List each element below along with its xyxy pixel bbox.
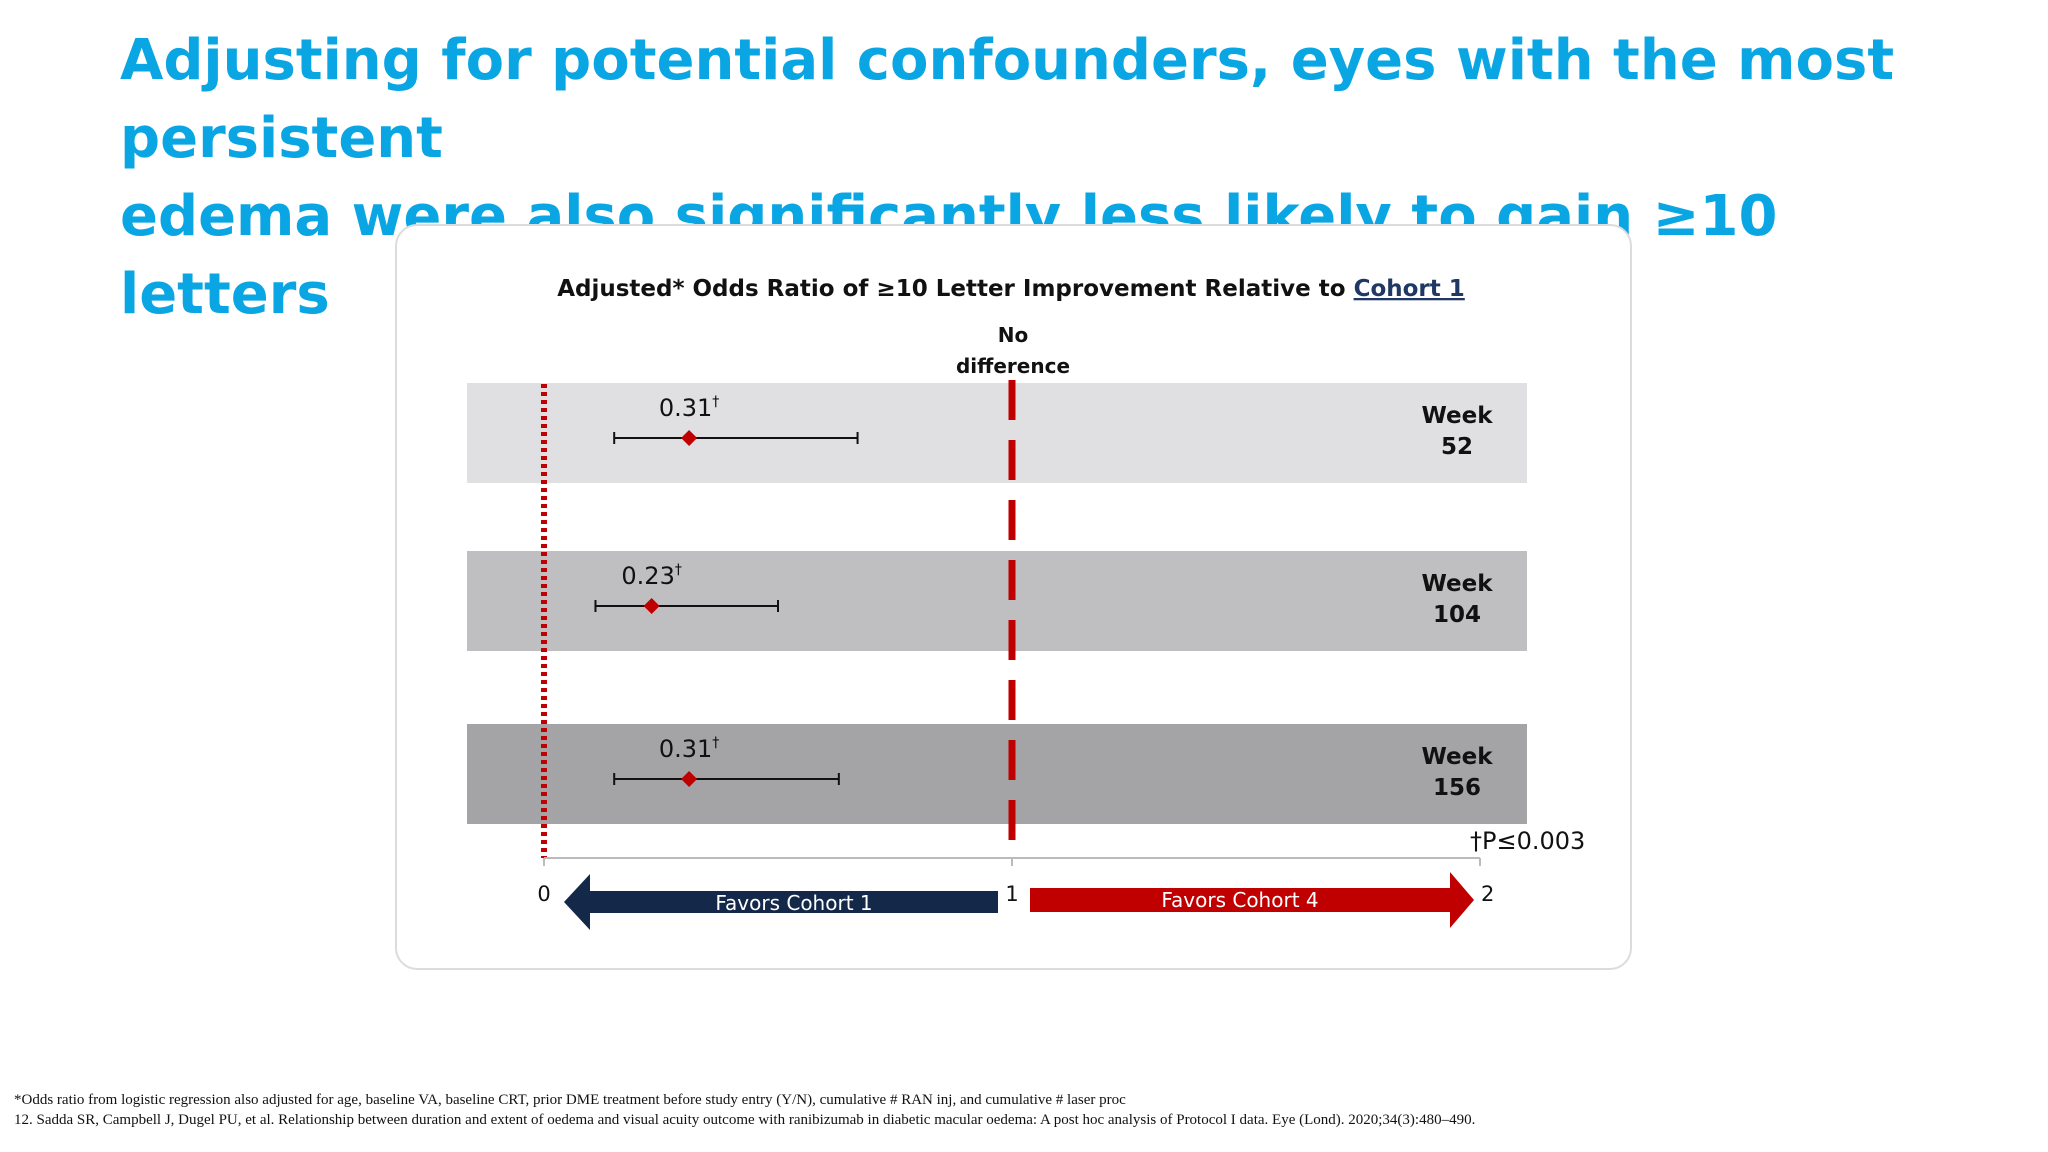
row-label-line1: Week	[1421, 403, 1493, 429]
row-label-line2: 156	[1433, 775, 1481, 801]
point-estimate	[681, 430, 698, 446]
significance-marker: †	[712, 735, 719, 751]
row-label-line2: 52	[1441, 434, 1473, 460]
value-label: 0.31†	[659, 394, 719, 422]
favors-cohort-4-arrow	[1030, 872, 1474, 928]
x-tick-label: 2	[1481, 882, 1494, 906]
row-band	[467, 383, 1527, 483]
no-difference-label-line1: No	[998, 323, 1028, 347]
chart-title: Adjusted* Odds Ratio of ≥10 Letter Impro…	[557, 276, 1465, 302]
significance-marker: †	[712, 394, 719, 410]
no-difference-label-line2: difference	[956, 354, 1070, 378]
significance-marker: †	[675, 562, 682, 578]
chart-title-text: Adjusted* Odds Ratio of ≥10 Letter Impro…	[557, 276, 1353, 302]
footnote-reference: 12. Sadda SR, Campbell J, Dugel PU, et a…	[14, 1112, 1476, 1128]
point-estimate	[643, 598, 660, 614]
footnote-adjustment: *Odds ratio from logistic regression als…	[14, 1092, 1126, 1108]
pvalue-note: †P≤0.003	[1470, 827, 1585, 855]
favors-cohort-4-label: Favors Cohort 4	[1161, 888, 1318, 912]
favors-cohort-1-label: Favors Cohort 1	[715, 891, 872, 915]
row-band	[467, 551, 1527, 651]
row-label-line1: Week	[1421, 571, 1493, 597]
row-label-line2: 104	[1433, 602, 1481, 628]
point-estimate	[681, 771, 698, 787]
value-label: 0.23†	[621, 562, 681, 590]
footnotes: *Odds ratio from logistic regression als…	[14, 1090, 2034, 1130]
row-band	[467, 724, 1527, 824]
chart-title-link[interactable]: Cohort 1	[1354, 276, 1465, 302]
x-tick-label: 0	[537, 882, 550, 906]
favors-cohort-1-arrow	[564, 874, 998, 930]
headline-line-1: Adjusting for potential confounders, eye…	[120, 28, 1895, 171]
row-label-line1: Week	[1421, 744, 1493, 770]
value-label: 0.31†	[659, 735, 719, 763]
x-tick-label: 1	[1005, 882, 1018, 906]
